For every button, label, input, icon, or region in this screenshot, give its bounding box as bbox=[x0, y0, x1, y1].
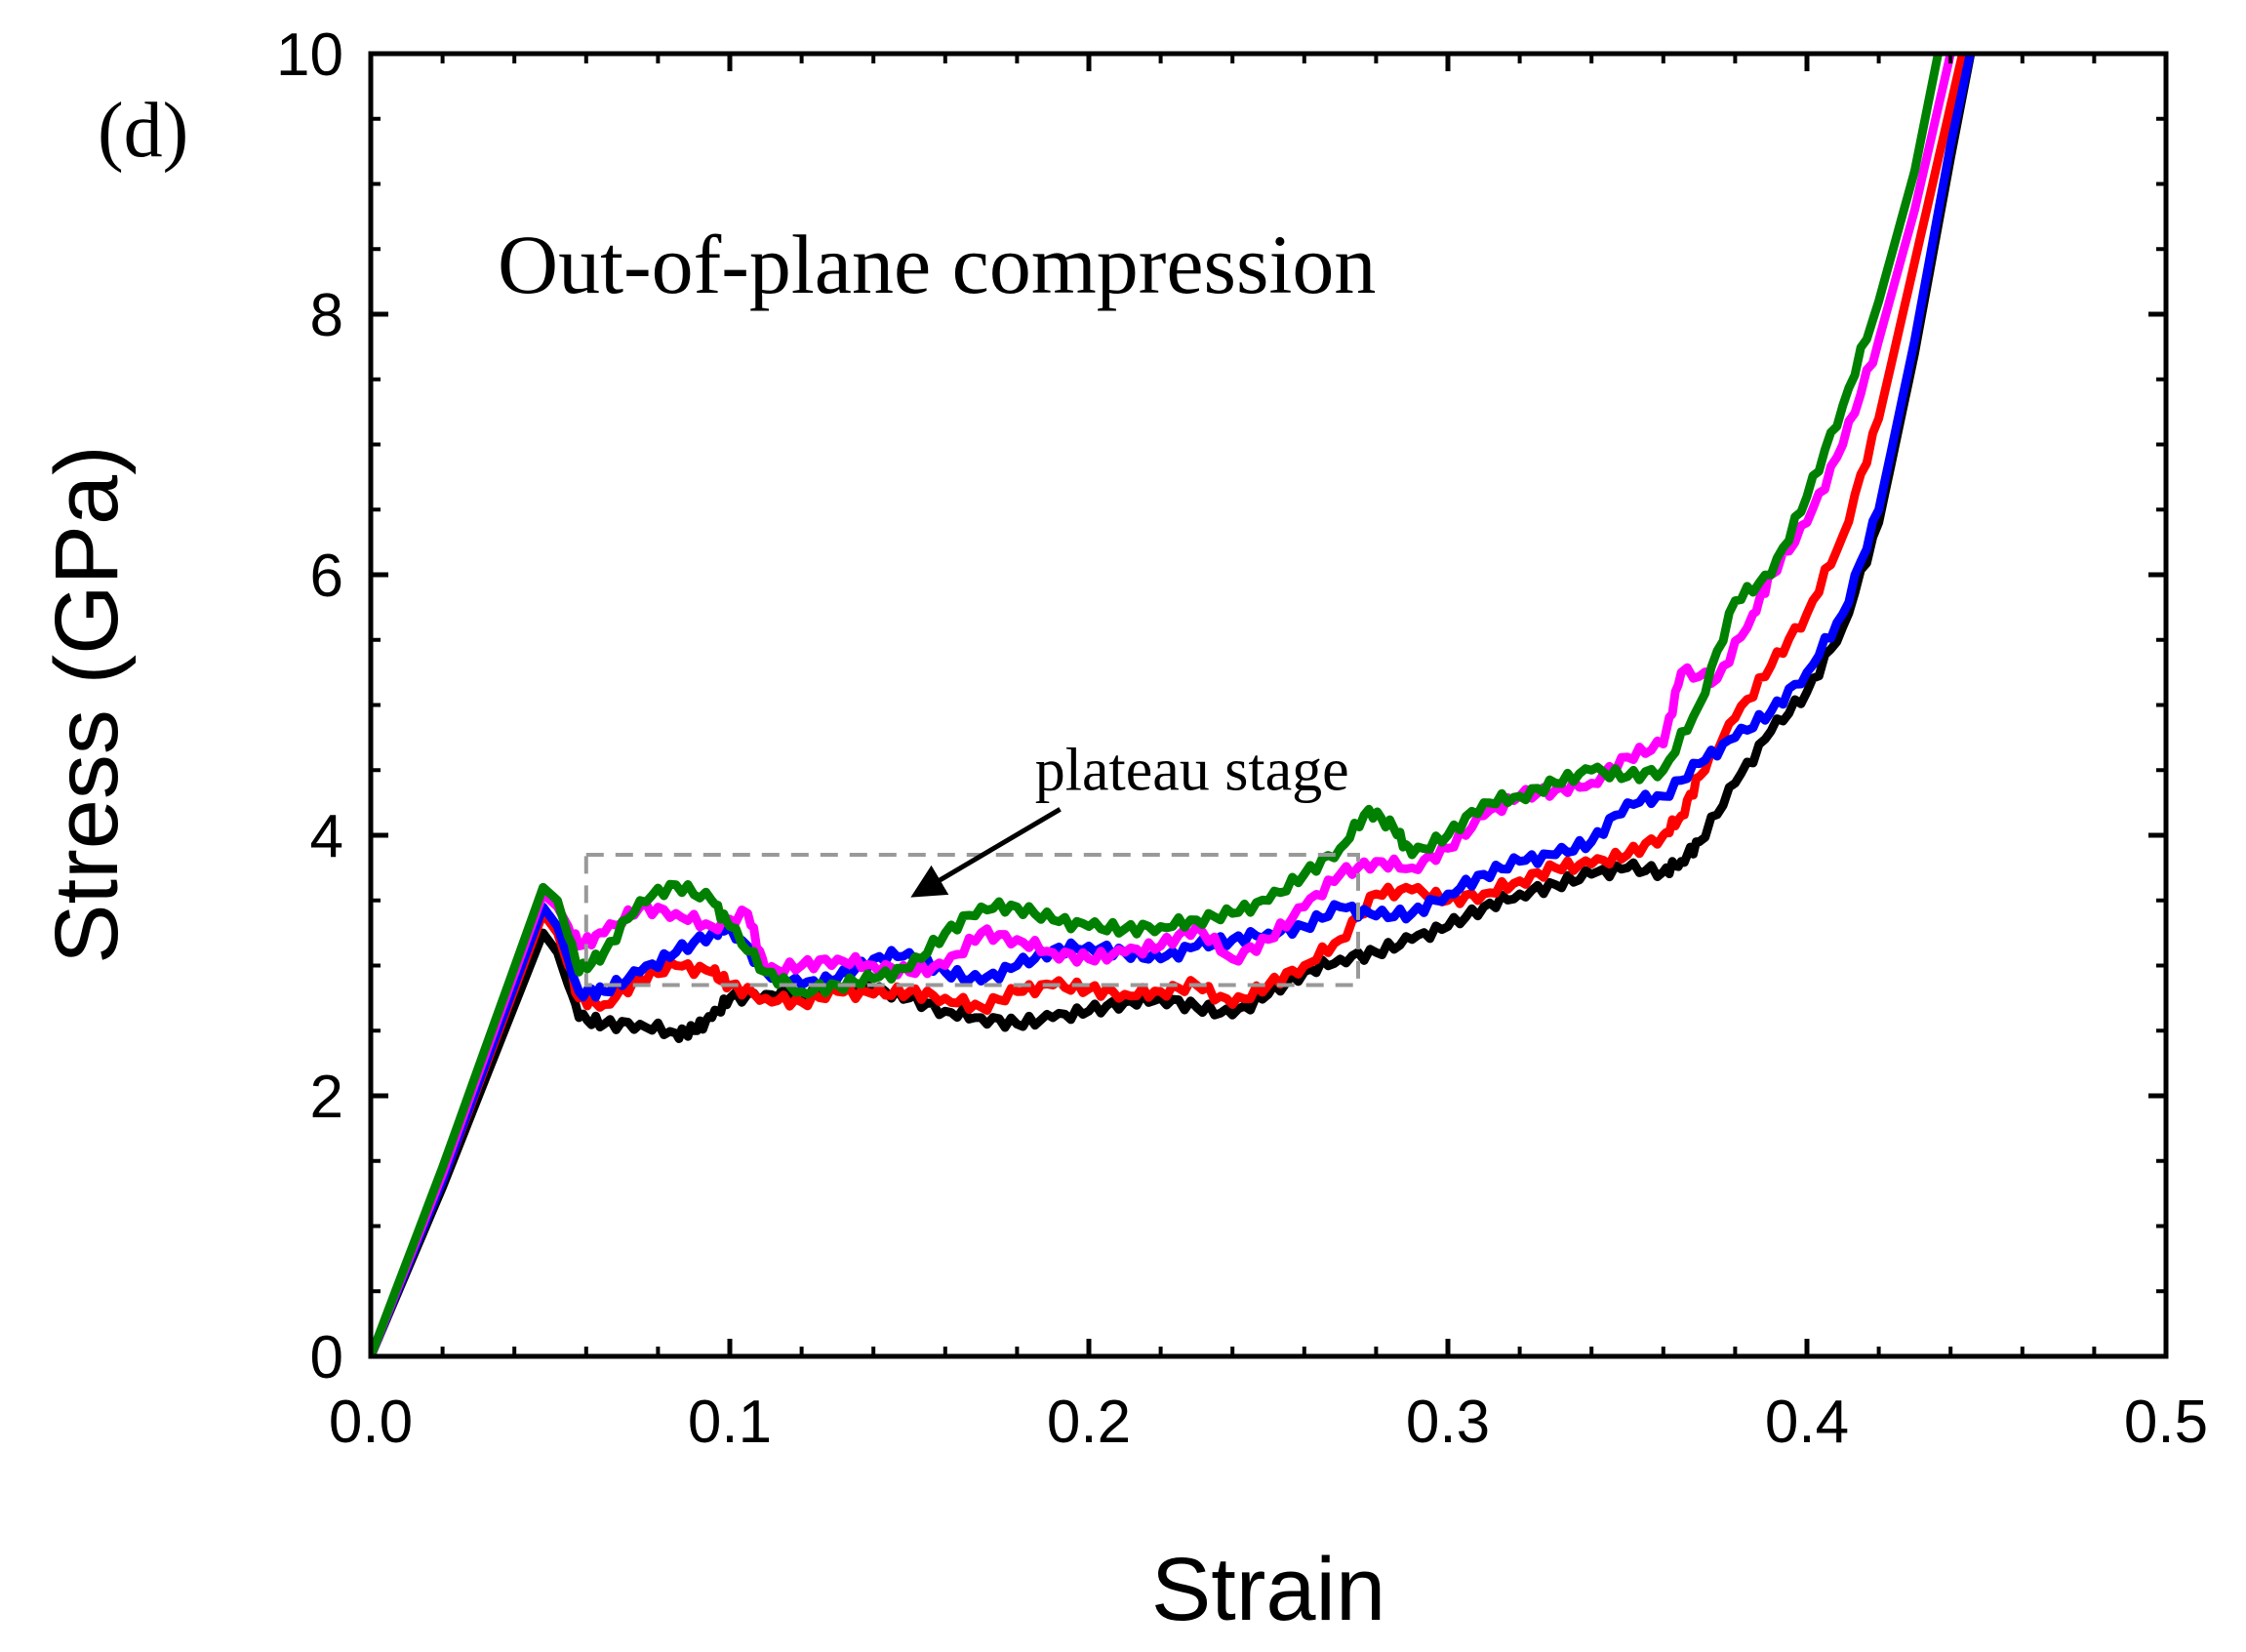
x-tick-label: 0.5 bbox=[2124, 1389, 2208, 1456]
y-tick-label: 2 bbox=[310, 1064, 343, 1131]
x-axis-label: Strain bbox=[1151, 1540, 1385, 1639]
y-tick-label: 8 bbox=[310, 282, 343, 349]
x-tick-label: 0.3 bbox=[1406, 1389, 1490, 1456]
y-axis-label: Stress (GPa) bbox=[37, 445, 137, 964]
series-layer bbox=[371, 54, 1976, 1356]
series-line-magenta bbox=[371, 54, 1956, 1356]
series-line-green bbox=[371, 54, 1944, 1356]
x-tick-label: 0.1 bbox=[688, 1389, 772, 1456]
y-tick-label: 0 bbox=[310, 1324, 343, 1391]
x-tick-label: 0.0 bbox=[329, 1389, 413, 1456]
chart-title: Out-of-plane compression bbox=[498, 218, 1376, 311]
y-tick-label: 4 bbox=[310, 803, 343, 870]
annotation-layer: plateau stage bbox=[583, 737, 1360, 987]
series-line-blue bbox=[371, 54, 1975, 1356]
y-tick-label: 10 bbox=[276, 21, 343, 89]
y-tick-label: 6 bbox=[310, 543, 343, 610]
series-line-black bbox=[371, 54, 1976, 1356]
plateau-arrow bbox=[910, 807, 1062, 898]
x-tick-label: 0.2 bbox=[1047, 1389, 1131, 1456]
tick-layer: 0.0 0.1 0.2 0.3 0.4 0.5 0 2 4 6 8 10 bbox=[276, 21, 2208, 1456]
panel-label: (d) bbox=[98, 88, 188, 174]
plateau-box bbox=[583, 853, 1360, 987]
plateau-label: plateau stage bbox=[1035, 737, 1349, 803]
x-tick-label: 0.4 bbox=[1765, 1389, 1849, 1456]
